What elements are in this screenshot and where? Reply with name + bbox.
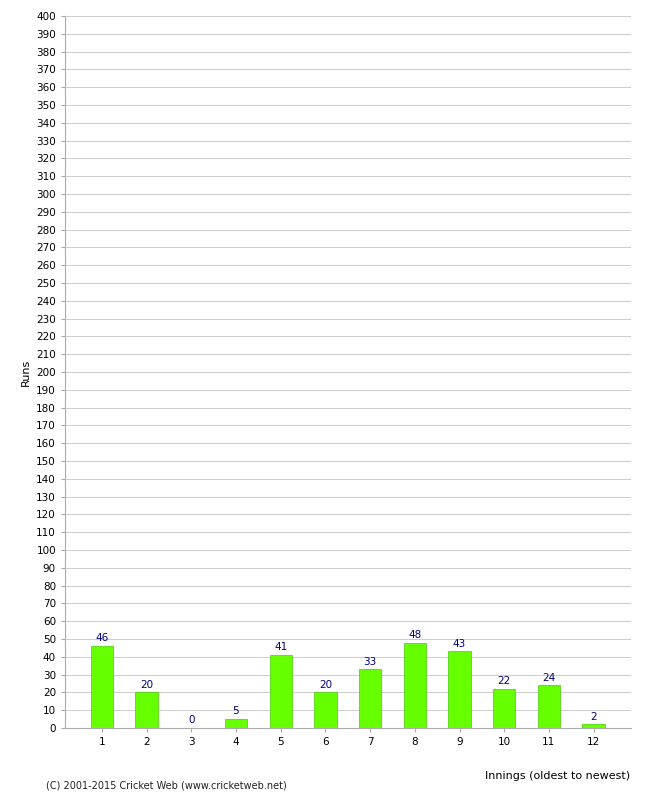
Bar — [448, 651, 471, 728]
Text: 0: 0 — [188, 715, 194, 726]
Text: 43: 43 — [453, 638, 466, 649]
Bar — [91, 646, 113, 728]
Bar — [582, 725, 604, 728]
Text: 46: 46 — [96, 634, 109, 643]
Y-axis label: Runs: Runs — [21, 358, 31, 386]
Text: 33: 33 — [363, 657, 377, 666]
Text: Innings (oldest to newest): Innings (oldest to newest) — [486, 770, 630, 781]
Text: 5: 5 — [233, 706, 239, 717]
Bar — [404, 642, 426, 728]
Text: 2: 2 — [590, 712, 597, 722]
Text: 20: 20 — [319, 680, 332, 690]
Bar — [314, 693, 337, 728]
Bar — [225, 719, 247, 728]
Text: 22: 22 — [498, 676, 511, 686]
Bar — [135, 693, 158, 728]
Bar — [538, 686, 560, 728]
Bar — [359, 670, 382, 728]
Text: 24: 24 — [542, 673, 556, 682]
Text: 20: 20 — [140, 680, 153, 690]
Text: 48: 48 — [408, 630, 421, 640]
Bar — [270, 655, 292, 728]
Text: 41: 41 — [274, 642, 287, 652]
Text: (C) 2001-2015 Cricket Web (www.cricketweb.net): (C) 2001-2015 Cricket Web (www.cricketwe… — [46, 781, 286, 790]
Bar — [493, 689, 515, 728]
